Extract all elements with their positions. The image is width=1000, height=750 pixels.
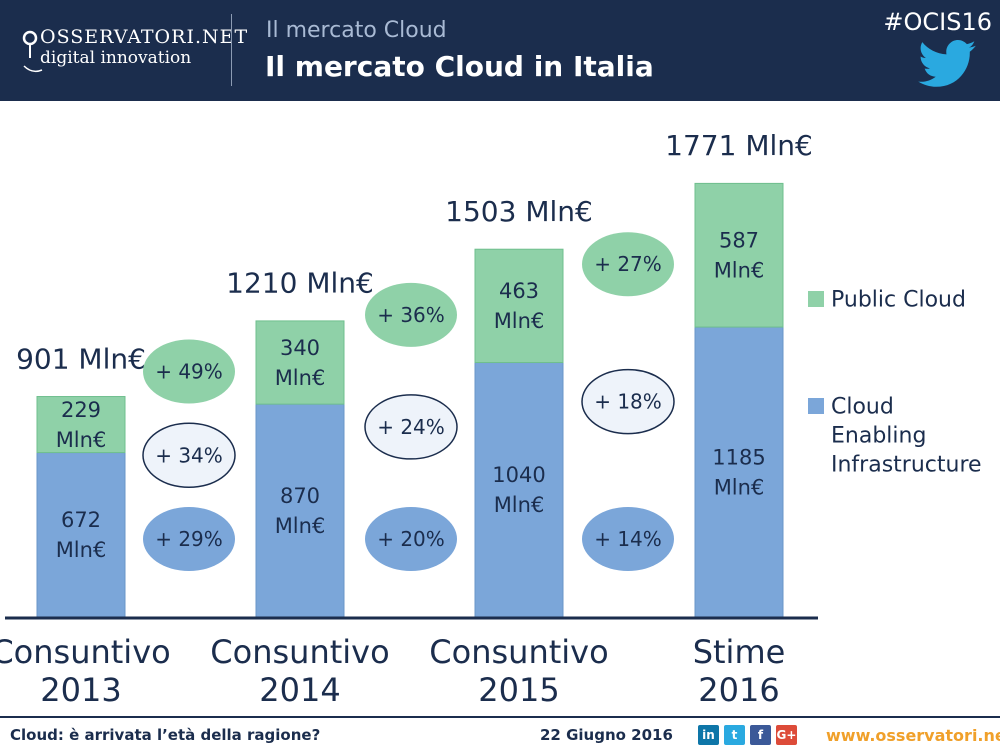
growth-bubble-cloud-enabling: [365, 507, 457, 571]
growth-label-public-cloud: + 49%: [155, 360, 223, 384]
growth-label-total: + 24%: [377, 415, 445, 439]
footer-event-title: Cloud: è arrivata l’età della ragione?: [10, 726, 321, 744]
cloud-market-chart: 672 Mln€ 229 Mln€ 901 Mln€ Consuntivo 2013 870 M…: [0, 129, 982, 709]
legend-swatch-public-cloud: [808, 291, 824, 307]
category-label: Stime 2016: [693, 633, 786, 709]
header-divider: [231, 14, 232, 86]
growth-bubble-total: [142, 422, 236, 489]
growth-label-cloud-enabling: + 20%: [377, 527, 445, 551]
bar-label-public-cloud: 587 Mln€: [714, 229, 765, 283]
linkedin-icon[interactable]: in: [698, 725, 719, 745]
bar-label-cloud-enabling: 870 Mln€: [275, 484, 326, 538]
osservatori-logo[interactable]: OSSERVATORI.NET digital innovation: [20, 26, 247, 86]
growth-label-public-cloud: + 36%: [377, 303, 445, 327]
category-label: Consuntivo 2013: [0, 633, 171, 709]
growth-bubble-total: [581, 368, 675, 435]
bar-label-cloud-enabling: 1040 Mln€: [492, 463, 545, 517]
section-subtitle: Il mercato Cloud: [266, 18, 447, 43]
total-label: 1503 Mln€: [445, 195, 593, 228]
growth-label-total: + 18%: [594, 390, 662, 414]
growth-bubble-public-cloud: [582, 232, 674, 297]
bar-label-cloud-enabling: 1185 Mln€: [712, 445, 765, 499]
growth-bubble-cloud-enabling: [582, 507, 674, 571]
legend-label-public-cloud: Public Cloud: [831, 288, 966, 313]
logo-mark-icon: [22, 30, 43, 73]
google-plus-icon[interactable]: G+: [776, 725, 797, 745]
bar-public-cloud: [474, 248, 564, 364]
total-label: 1771 Mln€: [665, 129, 813, 162]
legend-label-cloud-enabling: Cloud Enabling Infrastructure: [831, 395, 982, 478]
footer-divider: [0, 716, 1000, 718]
total-label: 901 Mln€: [16, 342, 146, 375]
growth-label-cloud-enabling: + 29%: [155, 527, 223, 551]
category-label: Consuntivo 2015: [429, 633, 608, 709]
hashtag[interactable]: #OCIS16: [883, 8, 992, 36]
bar-label-public-cloud: 463 Mln€: [494, 279, 545, 333]
total-label: 1210 Mln€: [226, 267, 374, 300]
bar-public-cloud: [255, 320, 345, 405]
growth-bubble-total: [364, 394, 458, 460]
header-bar: OSSERVATORI.NET digital innovation Il me…: [0, 0, 1000, 101]
bar-label-public-cloud: 229 Mln€: [56, 398, 107, 452]
twitter-bird-icon[interactable]: [918, 40, 976, 88]
bar-public-cloud: [694, 182, 784, 328]
bar-cloud-enabling: [474, 362, 564, 618]
logo-text-bottom: digital innovation: [40, 48, 192, 68]
bar-cloud-enabling: [36, 452, 126, 618]
twitter-icon[interactable]: t: [724, 725, 745, 745]
facebook-icon[interactable]: f: [750, 725, 771, 745]
growth-bubble-cloud-enabling: [143, 507, 235, 571]
growth-bubble-public-cloud: [365, 282, 457, 347]
growth-label-total: + 34%: [155, 443, 223, 467]
category-label: Consuntivo 2014: [210, 633, 389, 709]
growth-label-cloud-enabling: + 14%: [594, 527, 662, 551]
growth-label-public-cloud: + 27%: [594, 252, 662, 276]
bar-public-cloud: [36, 396, 126, 454]
bar-label-cloud-enabling: 672 Mln€: [56, 508, 107, 562]
bar-cloud-enabling: [255, 403, 345, 618]
growth-bubble-public-cloud: [143, 339, 235, 404]
bar-cloud-enabling: [694, 326, 784, 618]
page-title: Il mercato Cloud in Italia: [265, 50, 654, 83]
logo-text-top: OSSERVATORI.NET: [40, 26, 249, 48]
footer-date: 22 Giugno 2016: [540, 726, 673, 744]
bar-label-public-cloud: 340 Mln€: [275, 336, 326, 390]
footer-website-link[interactable]: www.osservatori.net: [826, 726, 1000, 745]
legend-swatch-cloud-enabling: [808, 398, 824, 414]
